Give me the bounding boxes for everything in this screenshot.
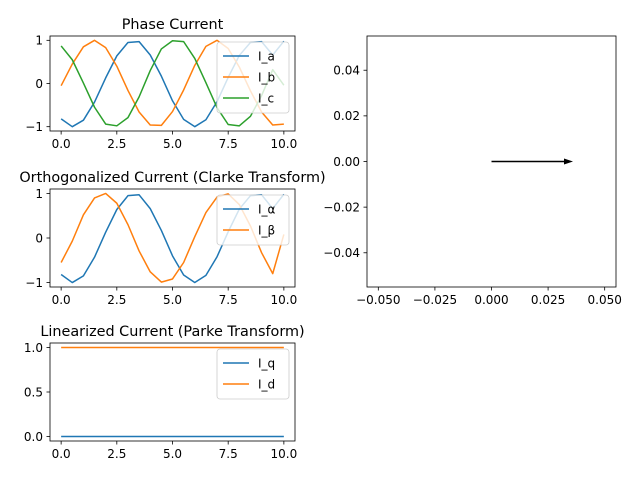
parke-transform-x-tick-label: 0.0 — [52, 447, 71, 461]
clarke-transform-y-tick-label: −1 — [25, 276, 43, 290]
quiver-y-tick-label: 0.02 — [333, 109, 360, 123]
quiver-x-tick-label: 0.050 — [588, 293, 622, 307]
quiver-arrow-head — [563, 158, 573, 165]
quiver-y-tick-label: −0.02 — [323, 200, 360, 214]
phase-current-legend-label: I_a — [258, 49, 275, 63]
clarke-transform-legend-label: I_β — [258, 223, 275, 237]
quiver-x-tick-label: −0.025 — [413, 293, 457, 307]
quiver-x-tick-label: 0.000 — [474, 293, 508, 307]
phase-current-x-tick-label: 10.0 — [271, 137, 298, 151]
quiver-x-tick-label: 0.025 — [531, 293, 565, 307]
phase-current-legend-label: I_c — [258, 91, 274, 105]
phase-current-legend-box — [216, 41, 290, 114]
clarke-transform-legend-box — [216, 194, 290, 246]
phase-current-x-tick-label: 7.5 — [219, 137, 238, 151]
parke-transform-legend-label: I_d — [258, 377, 275, 391]
parke-transform-legend-label: I_q — [258, 356, 275, 370]
quiver-y-tick-label: 0.04 — [333, 64, 360, 78]
phase-current-legend-label: I_b — [258, 70, 275, 84]
parke-transform-title: Linearized Current (Parke Transform) — [40, 324, 304, 340]
parke-transform-y-tick-label: 1.0 — [24, 341, 43, 355]
parke-transform-x-tick-label: 2.5 — [107, 447, 126, 461]
quiver-y-tick-label: 0.00 — [333, 155, 360, 169]
parke-transform-y-tick-label: 0.0 — [24, 430, 43, 444]
clarke-transform-legend-label: I_α — [258, 202, 276, 216]
phase-current-y-tick-label: 0 — [35, 77, 43, 91]
clarke-transform-x-tick-label: 10.0 — [271, 293, 298, 307]
phase-current-x-tick-label: 0.0 — [52, 137, 71, 151]
clarke-transform-y-tick-label: 1 — [35, 187, 43, 201]
quiver-x-tick-label: −0.050 — [356, 293, 400, 307]
quiver-y-tick-label: −0.04 — [323, 246, 360, 260]
clarke-transform-legend: I_α I_β — [216, 194, 290, 246]
phase-current-y-tick-label: −1 — [25, 120, 43, 134]
parke-transform-legend-box — [216, 348, 290, 400]
phase-current-y-tick-label: 1 — [35, 34, 43, 48]
clarke-transform-x-tick-label: 5.0 — [163, 293, 182, 307]
parke-transform-x-tick-label: 5.0 — [163, 447, 182, 461]
parke-transform-x-tick-label: 7.5 — [219, 447, 238, 461]
clarke-transform-x-tick-label: 0.0 — [52, 293, 71, 307]
parke-transform-x-tick-label: 10.0 — [271, 447, 298, 461]
clarke-transform-x-tick-label: 7.5 — [219, 293, 238, 307]
parke-transform-legend: I_q I_d — [216, 348, 290, 400]
quiver-panel: −0.050 −0.025 0.000 0.025 0.050 −0.04 −0.02 0.0… — [323, 35, 622, 307]
parke-transform-y-tick-label: 0.5 — [24, 385, 43, 399]
clarke-transform-x-tick-label: 2.5 — [107, 293, 126, 307]
phase-current-x-tick-label: 2.5 — [107, 137, 126, 151]
phase-current-title: Phase Current — [122, 17, 224, 33]
phase-current-x-tick-label: 5.0 — [163, 137, 182, 151]
phase-current-legend: I_a I_b I_c — [216, 41, 290, 114]
phase-current-series-line-2 — [60, 40, 285, 127]
clarke-transform-y-tick-label: 0 — [35, 231, 43, 245]
clarke-transform-title: Orthogonalized Current (Clarke Transform… — [19, 170, 325, 186]
